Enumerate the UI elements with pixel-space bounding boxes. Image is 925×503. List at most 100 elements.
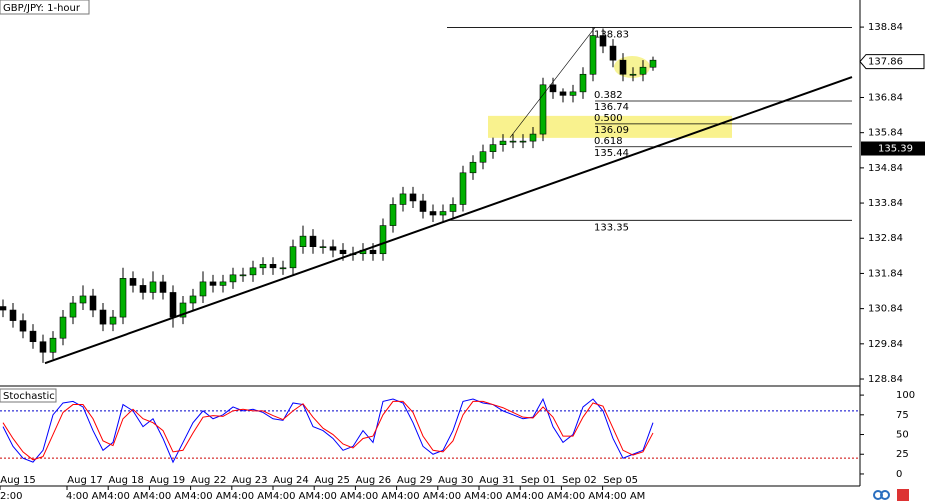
toolbar-icons: [873, 489, 909, 501]
price-marker: [859, 54, 925, 70]
x-tick-label: Aug 23: [232, 475, 267, 486]
fib-zone: [488, 115, 732, 138]
x-time-label: 2:00: [0, 491, 22, 502]
candle-body: [469, 161, 477, 174]
y-tick-label: 129.84: [868, 339, 903, 350]
candle-body: [499, 140, 507, 145]
candle-body: [219, 281, 227, 286]
candle-body: [79, 295, 87, 304]
candle-body: [29, 330, 37, 343]
candle-body: [419, 200, 427, 212]
candle-body: [589, 35, 597, 75]
trendline: [44, 76, 853, 365]
y-tick-label: 135.84: [868, 128, 903, 139]
candle-body: [399, 193, 407, 205]
candle-body: [59, 316, 67, 339]
candle-body: [539, 84, 547, 135]
candle-body: [629, 73, 637, 76]
x-tick-label: Aug 19: [150, 475, 185, 486]
candle-body: [529, 133, 537, 142]
y-tick-label: 131.84: [868, 268, 903, 279]
candle-body: [639, 66, 647, 75]
y-tick-label: 50: [896, 430, 909, 441]
candle-body: [649, 59, 657, 68]
candle-body: [159, 281, 167, 293]
candle-body: [369, 249, 377, 255]
x-time-label: 4:00 AM: [439, 491, 480, 502]
candle-body: [259, 263, 267, 269]
candle-body: [49, 337, 57, 353]
candle-body: [319, 246, 327, 248]
x-time-label: 4:00 AM: [107, 491, 148, 502]
y-tick-label: 138.84: [868, 22, 903, 33]
x-tick-label: Sep 02: [562, 475, 597, 486]
fib-ratio-label: 0.500: [594, 113, 623, 124]
candle-body: [99, 309, 107, 325]
candle-body: [389, 204, 397, 226]
candle-body: [249, 267, 257, 276]
candle-body: [279, 267, 287, 270]
candle-body: [559, 91, 567, 96]
candle-body: [69, 302, 77, 318]
stochastic-line: [2, 397, 654, 464]
candle-body: [439, 211, 447, 216]
candle-body: [9, 309, 17, 321]
y-tick-label: 133.84: [868, 198, 903, 209]
y-tick-label: 0: [896, 469, 902, 480]
candle-body: [429, 211, 437, 216]
x-time-label: 4:00 AM: [604, 491, 645, 502]
fib-ratio-label: 0.382: [594, 90, 623, 101]
y-tick-label: 136.84: [868, 92, 903, 103]
stochastic-line: [2, 400, 654, 461]
candle-body: [209, 281, 217, 286]
candle-body: [379, 225, 387, 255]
candle-body: [199, 281, 207, 297]
candle-body: [519, 140, 527, 143]
y-tick-label: 128.84: [868, 374, 903, 385]
y-tick-label: 75: [896, 410, 909, 421]
candle-body: [579, 73, 587, 93]
candle-body: [289, 246, 297, 269]
candle-body: [269, 263, 277, 269]
link-icon[interactable]: [880, 490, 890, 500]
fib-price-label: 135.44: [594, 148, 629, 159]
candle-body: [569, 91, 577, 96]
candle-body: [0, 306, 7, 311]
candle-body: [139, 285, 147, 293]
chart-title: GBP/JPY: 1-hour: [3, 3, 81, 14]
y-tick-label: 134.84: [868, 163, 903, 174]
candle-body: [339, 249, 347, 255]
fib-price-label: 133.35: [594, 222, 629, 233]
candle-body: [489, 144, 497, 152]
candle-body: [449, 204, 457, 212]
x-time-label: 4:00 AM: [563, 491, 604, 502]
y-tick-label: 132.84: [868, 233, 903, 244]
candle-body: [479, 151, 487, 163]
candle-body: [119, 278, 127, 318]
candle-body: [509, 140, 517, 143]
candle-body: [309, 235, 317, 247]
candle-body: [149, 281, 157, 293]
candle-body: [549, 84, 557, 93]
x-tick-label: Aug 26: [356, 475, 391, 486]
candle-body: [39, 341, 47, 353]
candle-body: [169, 292, 177, 318]
x-time-label: 4:00 AM: [314, 491, 355, 502]
indicator-title: Stochastic: [3, 391, 55, 402]
x-tick-label: Aug 15: [0, 475, 35, 486]
fib-price-label: 136.74: [594, 102, 629, 113]
candle-body: [329, 246, 337, 251]
x-tick-label: Aug 24: [273, 475, 308, 486]
x-time-label: 4:00 AM: [149, 491, 190, 502]
current-price-label: 137.86: [868, 57, 903, 68]
x-tick-label: Aug 18: [108, 475, 143, 486]
close-icon[interactable]: [897, 489, 909, 501]
candle-body: [619, 59, 627, 75]
fib-price-label: 138.83: [594, 29, 629, 40]
x-time-label: 4:00 AM: [190, 491, 231, 502]
candle-body: [239, 274, 247, 277]
candle-body: [459, 172, 467, 205]
